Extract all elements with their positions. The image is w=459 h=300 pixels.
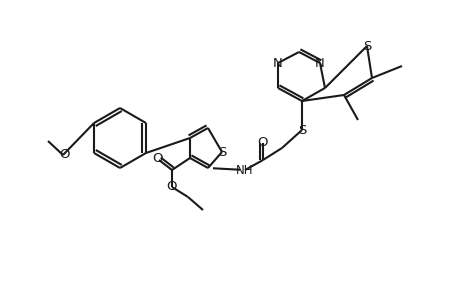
Text: O: O [60, 148, 70, 161]
Text: S: S [362, 40, 370, 52]
Text: N: N [314, 56, 324, 70]
Text: O: O [257, 136, 268, 149]
Text: S: S [297, 124, 306, 136]
Text: O: O [152, 152, 163, 166]
Text: NH: NH [236, 164, 253, 178]
Text: S: S [218, 146, 226, 158]
Text: N: N [273, 56, 282, 70]
Text: O: O [166, 181, 177, 194]
